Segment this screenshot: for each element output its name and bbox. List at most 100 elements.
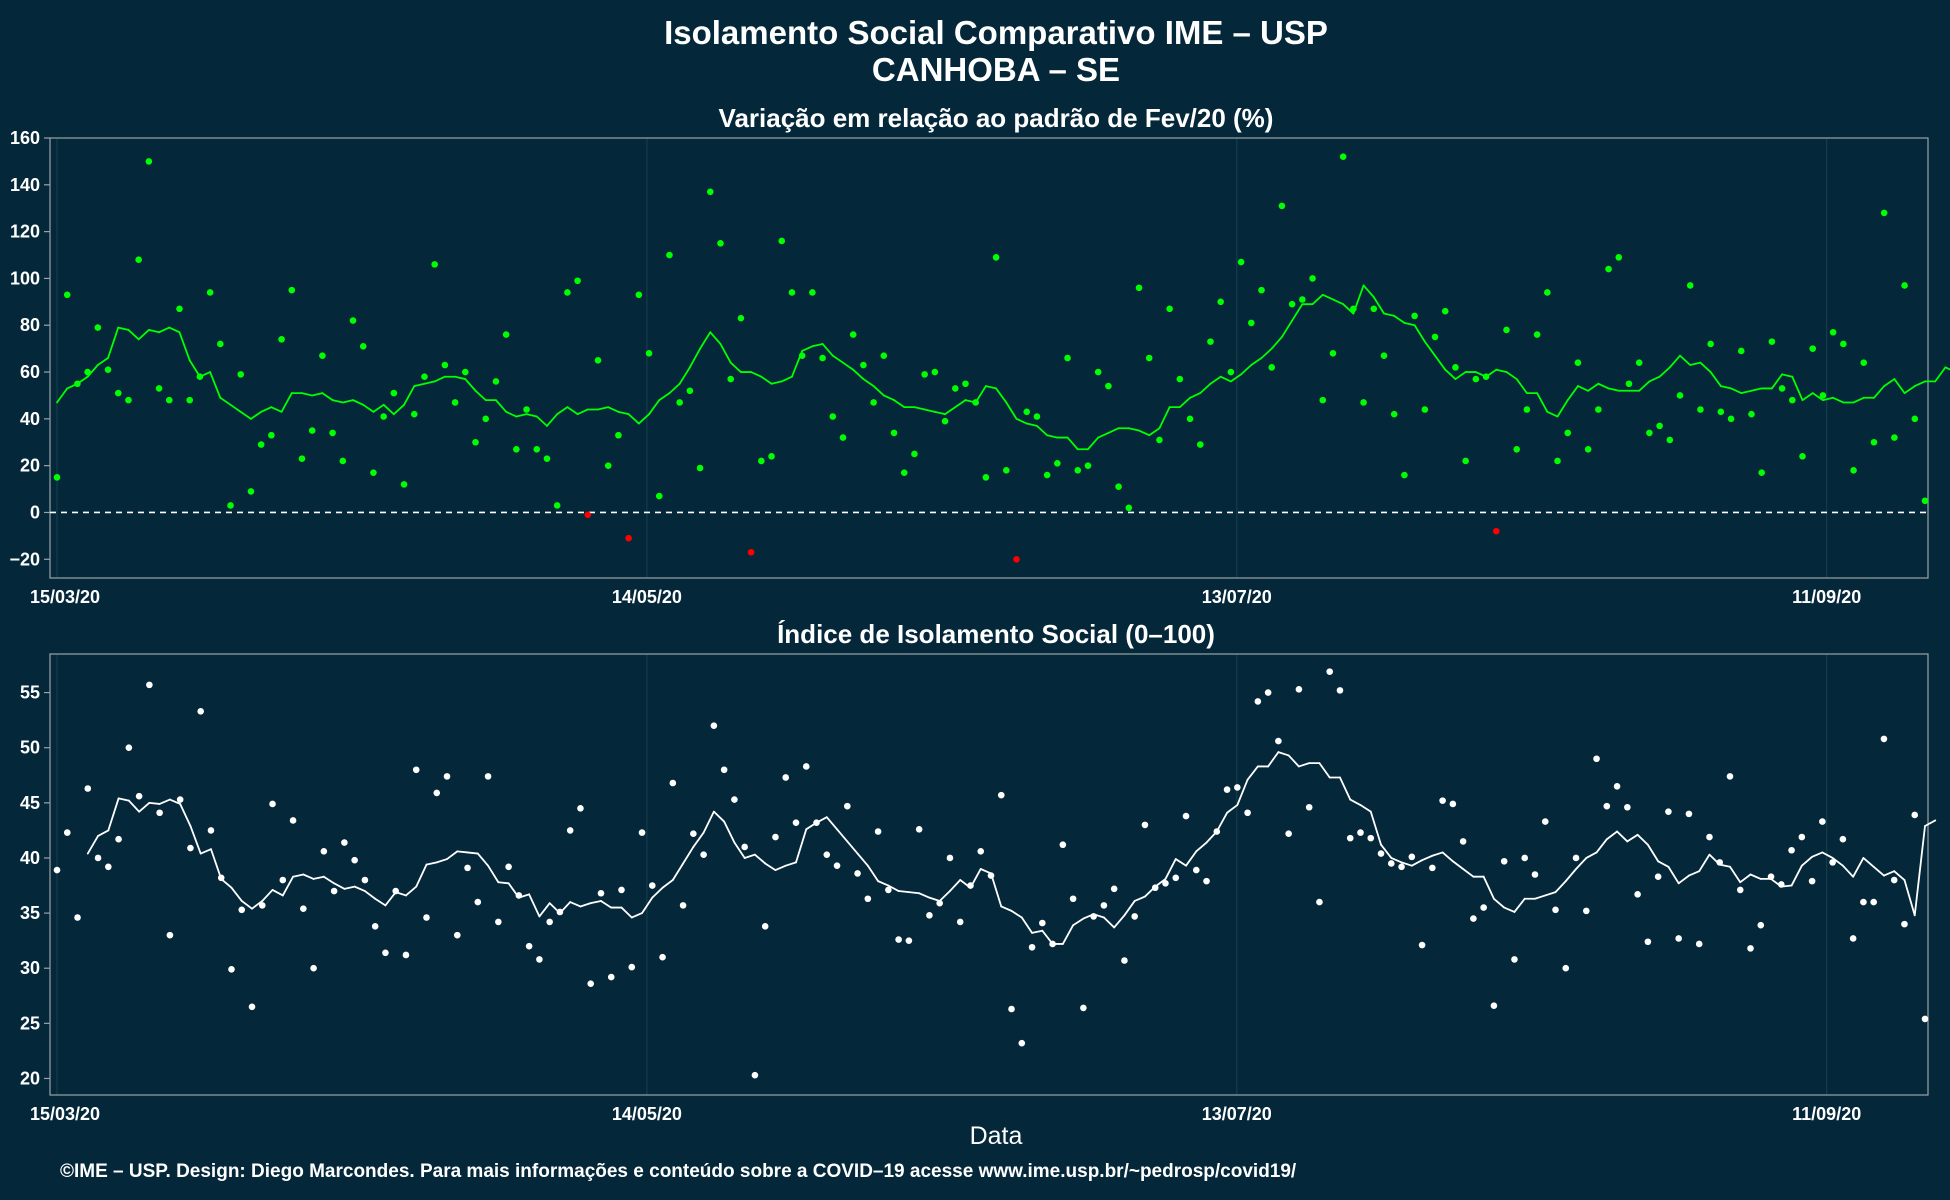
moving-average-segment <box>1219 375 1232 383</box>
moving-average-segment <box>1729 865 1742 884</box>
data-point <box>1390 410 1398 418</box>
data-point <box>1305 803 1313 811</box>
data-point <box>1018 1039 1026 1047</box>
data-point <box>392 887 400 895</box>
data-point <box>105 863 112 871</box>
moving-average-segment <box>1781 373 1794 378</box>
data-point <box>1074 467 1082 474</box>
data-point <box>972 399 979 406</box>
data-point <box>1799 452 1806 460</box>
moving-average-segment <box>1066 436 1079 451</box>
data-point <box>1768 338 1776 345</box>
data-point <box>607 973 615 981</box>
data-point <box>1439 797 1446 804</box>
data-point <box>895 936 902 943</box>
moving-average-segment <box>1750 387 1763 392</box>
data-point <box>279 876 287 884</box>
data-point <box>1346 834 1354 842</box>
data-point <box>710 722 718 729</box>
moving-average-segment <box>107 326 120 359</box>
moving-average-segment <box>1924 819 1937 827</box>
moving-average-segment <box>312 875 325 880</box>
moving-average-segment <box>1164 858 1177 880</box>
data-point <box>1043 471 1051 479</box>
data-point <box>1695 940 1703 948</box>
data-point <box>597 889 605 897</box>
data-point <box>156 809 163 817</box>
data-point <box>1706 833 1713 841</box>
plot-frame <box>49 653 1929 1096</box>
data-point <box>792 819 800 826</box>
data-point <box>778 237 786 245</box>
data-point <box>533 445 541 453</box>
data-point <box>146 681 153 689</box>
data-point <box>926 911 933 919</box>
data-point <box>564 289 571 296</box>
moving-average-segment <box>1913 380 1926 387</box>
y-tick-label: 20 <box>20 1068 40 1088</box>
moving-average-segment <box>179 803 192 827</box>
data-point <box>992 254 1000 261</box>
moving-average-segment <box>1410 859 1423 867</box>
data-point <box>839 434 847 441</box>
data-point <box>1521 854 1529 862</box>
y-tick-label: 40 <box>20 409 40 429</box>
panel-2-title: Índice de Isolamento Social (0–100) <box>777 619 1215 649</box>
moving-average-segment <box>1554 880 1567 894</box>
data-point <box>1665 808 1672 815</box>
moving-average-segment <box>546 413 559 427</box>
moving-average-segment <box>1359 804 1372 813</box>
data-point <box>74 380 81 388</box>
data-point <box>1387 860 1395 867</box>
moving-average-segment <box>1709 371 1722 387</box>
moving-average-segment <box>1393 314 1406 324</box>
moving-average-segment <box>1730 387 1743 395</box>
data-point <box>1840 340 1847 348</box>
moving-average-segment <box>1893 870 1906 881</box>
moving-average-segment <box>1636 833 1649 846</box>
moving-average-segment <box>1648 375 1661 383</box>
data-point <box>1523 406 1531 413</box>
data-point <box>339 457 347 465</box>
panel-index: 15/03/20 14/05/20 13/07/20 11/09/20 20 25 30 35… <box>20 653 1937 1124</box>
moving-average-segment <box>671 862 684 881</box>
data-point <box>1911 415 1919 423</box>
data-point <box>176 305 183 313</box>
data-point <box>1901 282 1908 289</box>
moving-average-segment <box>1616 830 1629 843</box>
data-point <box>1503 326 1510 334</box>
data-point <box>700 851 707 858</box>
data-point <box>679 902 687 909</box>
moving-average-segment <box>1821 851 1834 859</box>
moving-average-segment <box>454 375 467 380</box>
data-point <box>361 876 369 884</box>
data-point <box>1227 368 1235 376</box>
moving-average-segment <box>774 864 787 871</box>
moving-average-segment <box>795 828 808 864</box>
data-point <box>1675 935 1682 942</box>
data-point <box>1370 305 1378 313</box>
moving-average-segment <box>1240 364 1253 376</box>
data-point <box>525 942 533 950</box>
moving-average-segment <box>1749 873 1762 880</box>
data-point <box>1110 885 1118 893</box>
moving-average-segment <box>1372 296 1385 315</box>
moving-average-segment <box>630 912 643 919</box>
moving-average-segment <box>1383 312 1396 317</box>
data-point <box>1767 873 1775 881</box>
moving-average-segment <box>1791 375 1804 402</box>
data-point <box>474 898 482 906</box>
data-point <box>1533 331 1541 338</box>
data-point <box>1676 392 1684 399</box>
data-point <box>676 399 683 406</box>
data-point <box>1223 786 1231 793</box>
data-point <box>515 892 523 899</box>
moving-average-segment <box>887 884 900 892</box>
data-point <box>1192 866 1200 874</box>
data-point <box>870 399 877 406</box>
moving-average-segment <box>1587 382 1600 392</box>
data-point <box>104 366 112 374</box>
moving-average-segment <box>466 851 479 855</box>
moving-average-segment <box>784 861 797 867</box>
